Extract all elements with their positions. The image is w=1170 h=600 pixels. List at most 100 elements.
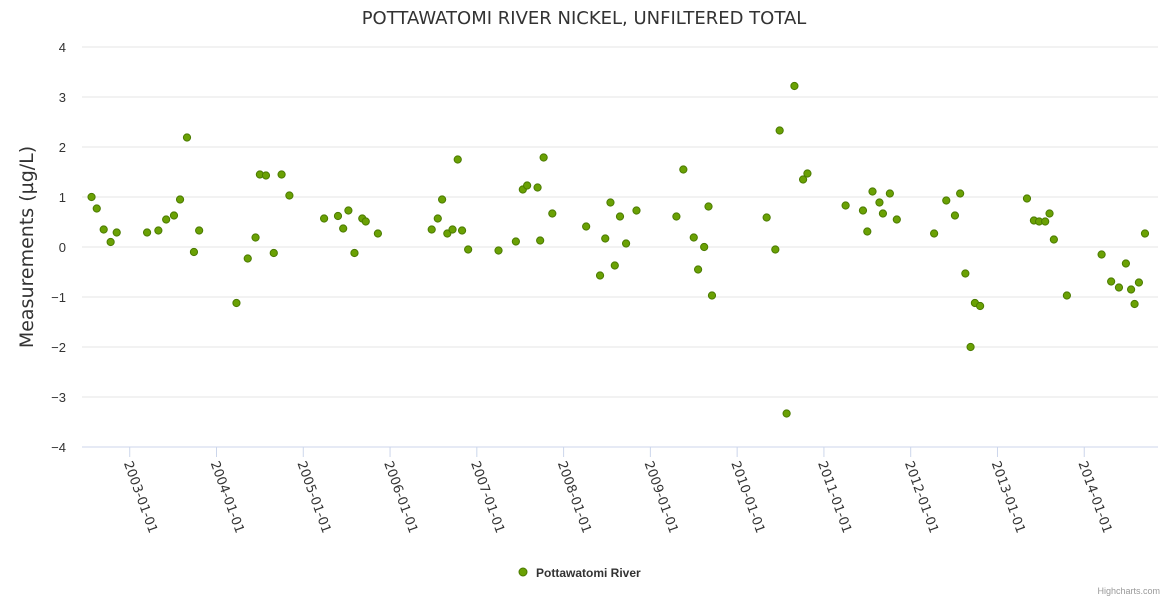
data-point[interactable]	[841, 201, 850, 210]
data-point[interactable]	[942, 196, 951, 205]
gridlines	[82, 46, 1158, 398]
data-point[interactable]	[189, 247, 199, 257]
data-point[interactable]	[700, 242, 709, 252]
data-point[interactable]	[195, 226, 204, 235]
data-point[interactable]	[438, 195, 447, 204]
data-point[interactable]	[1045, 209, 1054, 218]
data-point[interactable]	[457, 226, 467, 235]
data-point[interactable]	[87, 192, 96, 202]
data-point[interactable]	[261, 171, 271, 180]
data-point[interactable]	[606, 198, 615, 207]
data-point[interactable]	[536, 236, 545, 245]
data-point[interactable]	[92, 204, 101, 213]
data-point[interactable]	[679, 165, 688, 174]
data-point[interactable]	[762, 213, 771, 222]
credits-link[interactable]: Highcharts.com	[1097, 586, 1160, 596]
data-point[interactable]	[693, 265, 703, 274]
data-point[interactable]	[632, 206, 641, 215]
y-tick-label: −3	[51, 390, 66, 405]
y-tick-label: −4	[51, 440, 66, 455]
data-point[interactable]	[689, 233, 698, 242]
data-point[interactable]	[339, 224, 348, 233]
data-point[interactable]	[595, 271, 605, 280]
data-point[interactable]	[956, 189, 965, 198]
data-point[interactable]	[858, 206, 868, 215]
data-point[interactable]	[1097, 250, 1106, 259]
data-point[interactable]	[361, 217, 370, 226]
data-point[interactable]	[539, 153, 548, 162]
data-point[interactable]	[169, 211, 179, 220]
data-point[interactable]	[878, 209, 888, 218]
data-point[interactable]	[154, 226, 163, 235]
data-point[interactable]	[803, 169, 812, 178]
data-point[interactable]	[277, 170, 286, 179]
data-point[interactable]	[950, 211, 960, 220]
data-point[interactable]	[1127, 285, 1136, 294]
data-point[interactable]	[464, 245, 473, 254]
data-point[interactable]	[1062, 291, 1071, 300]
data-point[interactable]	[142, 228, 152, 237]
data-point[interactable]	[433, 214, 442, 223]
data-point[interactable]	[1041, 217, 1050, 226]
data-point[interactable]	[333, 211, 343, 221]
data-point[interactable]	[775, 126, 784, 135]
data-point[interactable]	[1121, 259, 1130, 268]
data-point[interactable]	[182, 133, 192, 142]
data-point[interactable]	[1049, 235, 1058, 244]
data-point[interactable]	[548, 209, 557, 218]
data-point[interactable]	[892, 215, 901, 224]
chart-title: POTTAWATOMI RIVER NICKEL, UNFILTERED TOT…	[362, 8, 807, 29]
y-tick-label: 0	[59, 240, 66, 255]
data-point[interactable]	[1022, 194, 1032, 203]
data-point[interactable]	[868, 187, 877, 196]
data-point[interactable]	[582, 222, 591, 231]
data-point[interactable]	[885, 189, 894, 198]
data-point[interactable]	[707, 291, 717, 300]
data-point[interactable]	[875, 198, 884, 207]
data-point[interactable]	[533, 183, 542, 192]
data-point[interactable]	[704, 202, 713, 211]
data-point[interactable]	[162, 215, 171, 224]
data-point[interactable]	[798, 175, 808, 184]
data-point[interactable]	[344, 206, 353, 215]
legend-label[interactable]: Pottawatomi River	[536, 566, 641, 580]
x-tick-label: 2003-01-01	[120, 459, 160, 535]
data-point[interactable]	[453, 155, 462, 164]
data-point[interactable]	[1140, 229, 1150, 238]
data-point[interactable]	[251, 233, 260, 242]
data-point[interactable]	[615, 212, 625, 221]
data-point[interactable]	[782, 409, 791, 418]
data-point[interactable]	[1134, 278, 1144, 287]
data-point[interactable]	[621, 239, 631, 248]
data-point[interactable]	[112, 228, 121, 237]
data-point[interactable]	[427, 225, 436, 234]
data-point[interactable]	[610, 261, 619, 270]
data-point[interactable]	[285, 191, 294, 200]
data-point[interactable]	[961, 269, 970, 278]
data-point[interactable]	[966, 342, 975, 352]
data-point[interactable]	[373, 229, 382, 238]
data-point[interactable]	[1130, 299, 1139, 309]
data-point[interactable]	[243, 254, 252, 263]
legend[interactable]: Pottawatomi River	[518, 566, 641, 580]
data-point[interactable]	[930, 229, 939, 238]
data-point[interactable]	[511, 237, 520, 246]
data-point[interactable]	[523, 181, 532, 190]
data-point[interactable]	[976, 301, 985, 311]
data-point[interactable]	[448, 225, 457, 234]
data-point[interactable]	[99, 225, 108, 234]
data-point[interactable]	[106, 237, 115, 247]
data-point[interactable]	[1114, 283, 1124, 292]
data-point[interactable]	[790, 81, 799, 91]
data-point[interactable]	[320, 214, 329, 223]
data-point[interactable]	[269, 248, 278, 258]
data-point[interactable]	[350, 248, 359, 258]
data-point[interactable]	[494, 246, 503, 255]
data-point[interactable]	[601, 234, 610, 243]
data-point[interactable]	[175, 195, 185, 204]
data-point[interactable]	[672, 212, 681, 221]
data-point[interactable]	[232, 298, 241, 308]
data-point[interactable]	[863, 227, 872, 236]
data-point[interactable]	[771, 245, 780, 254]
data-point[interactable]	[1107, 277, 1116, 286]
